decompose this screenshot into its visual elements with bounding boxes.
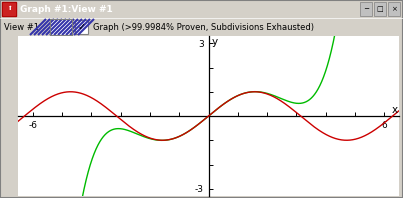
- Bar: [50, 19, 72, 35]
- Text: ⬆: ⬆: [7, 7, 11, 11]
- Text: ─: ─: [364, 6, 368, 12]
- Text: Graph (>99.9984% Proven, Subdivisions Exhausted): Graph (>99.9984% Proven, Subdivisions Ex…: [93, 23, 314, 31]
- Bar: [75, 20, 88, 34]
- Text: x: x: [391, 105, 397, 115]
- Text: View #1: View #1: [4, 23, 39, 31]
- Bar: [3, 3, 15, 15]
- Bar: [360, 2, 372, 16]
- Text: ×: ×: [391, 6, 397, 12]
- Bar: [388, 2, 400, 16]
- Bar: [374, 2, 386, 16]
- Text: ✓: ✓: [77, 22, 85, 32]
- Text: □: □: [377, 6, 383, 12]
- Text: y: y: [212, 37, 218, 47]
- Bar: [2, 2, 16, 16]
- Text: Graph #1:View #1: Graph #1:View #1: [20, 5, 113, 13]
- Bar: [50, 19, 72, 35]
